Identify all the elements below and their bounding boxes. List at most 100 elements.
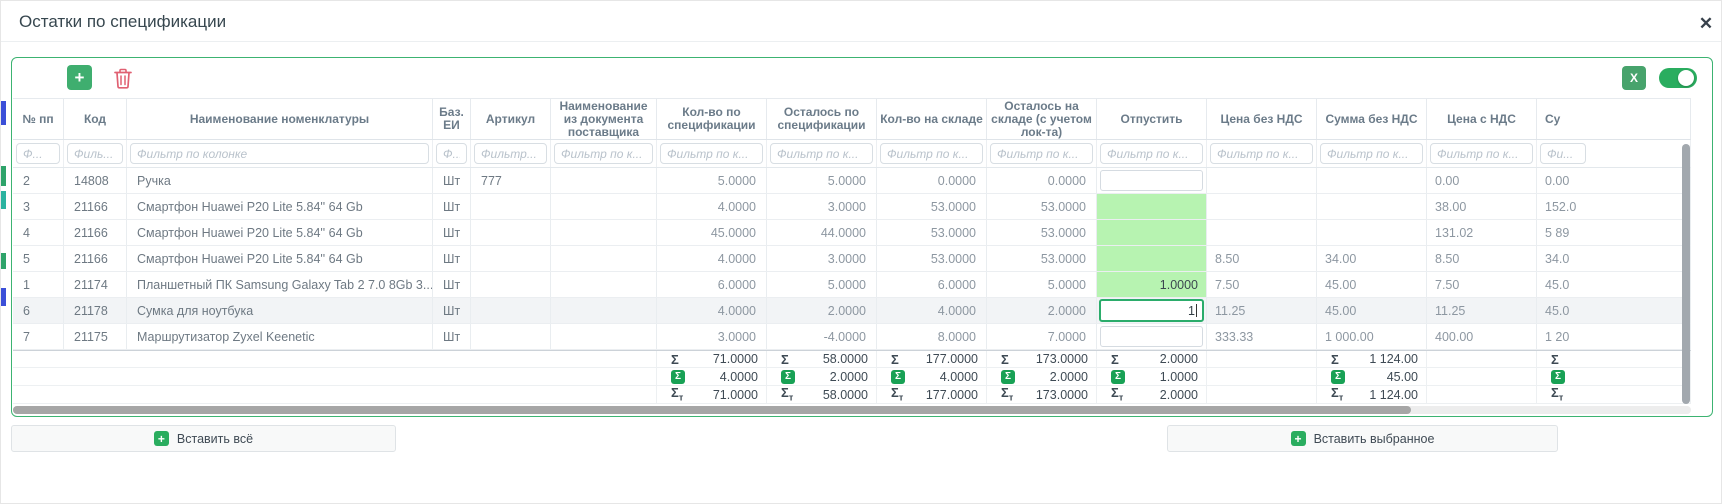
column-header-article[interactable]: Артикул — [471, 99, 551, 139]
table-row[interactable]: 2 14808 Ручка Шт 777 5.0000 5.0000 0.0000 0.0000… — [13, 168, 1691, 194]
summary-value: 2.0000 — [1159, 352, 1198, 366]
filter-input-qty-stock[interactable] — [880, 143, 983, 164]
summary-cell-price-no-vat — [1207, 351, 1317, 367]
column-header-left-stock[interactable]: Осталось на складе (с учетом лок-та) — [987, 99, 1097, 139]
close-icon[interactable]: ✕ — [1698, 14, 1714, 33]
column-header-code[interactable]: Код — [64, 99, 127, 139]
cell-unit: Шт — [433, 220, 471, 245]
summary-value: 177.0000 — [925, 387, 978, 402]
insert-all-button[interactable]: + Вставить всё — [11, 425, 396, 452]
release-green-cell[interactable] — [1097, 194, 1206, 219]
cell-name: Смартфон Huawei P20 Lite 5.84'' 64 Gb — [127, 246, 433, 271]
summary-cell-sum-vat: Σ — [1537, 368, 1691, 385]
column-header-release[interactable]: Отпустить — [1097, 99, 1207, 139]
filter-input-name[interactable] — [130, 143, 429, 164]
cell-left-spec: 2.0000 — [767, 298, 877, 323]
sigma-icon: Σ — [781, 353, 789, 366]
column-header-qty-stock[interactable]: Кол-во на складе — [877, 99, 987, 139]
column-header-label: Наименование номенклатуры — [189, 111, 370, 126]
sigma-subscript: т — [1558, 392, 1564, 403]
table-row[interactable]: 6 21178 Сумка для ноутбука Шт 4.0000 2.0000 4.… — [13, 298, 1691, 324]
page-title: Остатки по спецификации — [19, 12, 227, 31]
filter-input-release[interactable] — [1100, 143, 1203, 164]
release-value: 1.0000 — [1159, 277, 1198, 292]
column-header-name[interactable]: Наименование номенклатуры — [127, 99, 433, 139]
filter-input-supplier[interactable] — [554, 143, 653, 164]
release-green-cell[interactable] — [1097, 220, 1206, 245]
summary-value: 71.0000 — [712, 352, 758, 366]
cell-value: 7.50 — [1435, 277, 1460, 292]
column-header-row: № пп Код Наименование номенклатуры Баз. ЕИ А… — [13, 98, 1691, 140]
filter-row — [13, 140, 1691, 168]
filter-input-unit[interactable] — [436, 143, 467, 164]
background-fragment — [1, 288, 6, 306]
cell-supplier — [551, 246, 657, 271]
sigma-total-icon: Σт — [1111, 386, 1123, 403]
table-row[interactable]: 3 21166 Смартфон Huawei P20 Lite 5.84'' 64… — [13, 194, 1691, 220]
release-green-cell[interactable]: 1.0000 — [1097, 272, 1206, 297]
release-green-cell[interactable] — [1097, 246, 1206, 271]
release-input-cell[interactable] — [1100, 326, 1203, 347]
cell-left-spec: -4.0000 — [767, 324, 877, 349]
table-row[interactable]: 4 21166 Смартфон Huawei P20 Lite 5.84'' 64… — [13, 220, 1691, 246]
delete-row-button[interactable] — [112, 66, 134, 90]
plus-icon: + — [74, 68, 85, 87]
column-header-sum-no-vat[interactable]: Сумма без НДС — [1317, 99, 1427, 139]
column-header-supplier[interactable]: Наименование из документа поставщика — [551, 99, 657, 139]
filter-cell-qty-spec — [657, 140, 767, 167]
release-edit-cell[interactable]: 1 — [1099, 299, 1204, 322]
table-row[interactable]: 5 21166 Смартфон Huawei P20 Lite 5.84'' 64… — [13, 246, 1691, 272]
cell-price-no-vat — [1207, 220, 1317, 245]
export-excel-button[interactable]: X — [1622, 66, 1646, 90]
summary-cell-qty-stock: Σт 177.0000 — [877, 386, 987, 403]
column-header-num[interactable]: № пп — [13, 99, 64, 139]
filter-input-sum-no-vat[interactable] — [1320, 143, 1423, 164]
cell-article — [471, 246, 551, 271]
add-row-button[interactable]: + — [67, 65, 92, 90]
table-row[interactable]: 7 21175 Маршрутизатор Zyxel Keenetic Шт 3.00… — [13, 324, 1691, 350]
sigma-selected-icon: Σ — [671, 369, 685, 384]
vertical-scrollbar-thumb[interactable] — [1682, 144, 1690, 404]
cell-value: 777 — [481, 173, 502, 188]
horizontal-scrollbar-thumb[interactable] — [13, 406, 1411, 414]
column-header-unit[interactable]: Баз. ЕИ — [433, 99, 471, 139]
filter-input-qty-spec[interactable] — [660, 143, 763, 164]
summary-cell-release: Σ 1.0000 — [1097, 368, 1207, 385]
table-row[interactable]: 1 21174 Планшетный ПК Samsung Galaxy Tab 2… — [13, 272, 1691, 298]
cell-price-vat: 38.00 — [1427, 194, 1537, 219]
filter-input-left-spec[interactable] — [770, 143, 873, 164]
cell-value: 45.0 — [1545, 277, 1570, 292]
filter-input-article[interactable] — [474, 143, 547, 164]
column-header-price-vat[interactable]: Цена с НДС — [1427, 99, 1537, 139]
filter-input-code[interactable] — [67, 143, 123, 164]
filter-input-price-vat[interactable] — [1430, 143, 1533, 164]
filter-input-num[interactable] — [16, 143, 60, 164]
filter-input-sum-vat[interactable] — [1540, 143, 1586, 164]
column-header-sum-vat[interactable]: Су — [1537, 99, 1691, 139]
column-header-qty-spec[interactable]: Кол-во по спецификации — [657, 99, 767, 139]
sigma-selected-icon: Σ — [781, 369, 795, 384]
cell-article — [471, 298, 551, 323]
filter-cell-sum-vat — [1537, 140, 1691, 167]
summary-value: 58.0000 — [822, 387, 868, 402]
column-header-left-spec[interactable]: Осталось по спецификации — [767, 99, 877, 139]
summary-cell-price-no-vat — [1207, 368, 1317, 385]
background-fragment — [1, 166, 6, 186]
filter-input-price-no-vat[interactable] — [1210, 143, 1313, 164]
horizontal-scrollbar[interactable] — [13, 406, 1691, 414]
cell-value: 21166 — [74, 225, 108, 240]
summary-cell-left-stock: Σ 2.0000 — [987, 368, 1097, 385]
summary-value: 2.0000 — [1159, 387, 1198, 402]
release-input-cell[interactable] — [1100, 170, 1203, 191]
cell-qty-spec: 6.0000 — [657, 272, 767, 297]
columns-toggle[interactable] — [1659, 68, 1697, 88]
column-header-price-no-vat[interactable]: Цена без НДС — [1207, 99, 1317, 139]
summary-row-selected: Σ 4.0000 Σ 2.0000 Σ 4.0000 Σ 2.0000 Σ 1.0000 Σ 45.0… — [13, 368, 1691, 386]
insert-selected-button[interactable]: + Вставить выбранное — [1167, 425, 1558, 452]
sigma-subscript: т — [1008, 392, 1014, 403]
cell-value: 6 — [23, 303, 30, 318]
cell-value: Ручка — [137, 173, 171, 188]
cell-value: 5.0000 — [717, 173, 756, 188]
summary-cell-release: Σ 2.0000 — [1097, 351, 1207, 367]
filter-input-left-stock[interactable] — [990, 143, 1093, 164]
